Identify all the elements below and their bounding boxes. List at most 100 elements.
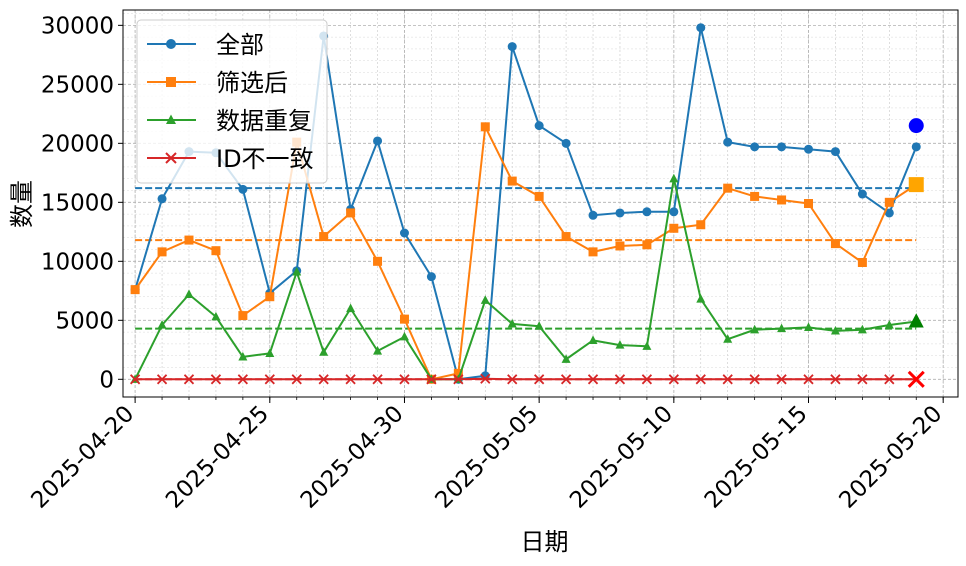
data-point bbox=[615, 241, 625, 251]
data-point bbox=[884, 320, 894, 329]
data-point bbox=[750, 324, 760, 334]
data-point bbox=[238, 351, 248, 361]
data-point bbox=[292, 266, 302, 276]
data-point bbox=[346, 303, 356, 313]
data-point bbox=[561, 138, 571, 148]
data-point bbox=[588, 247, 598, 257]
data-point bbox=[561, 232, 571, 242]
data-point bbox=[749, 374, 760, 385]
data-point bbox=[265, 292, 275, 302]
data-point bbox=[668, 374, 679, 385]
data-point bbox=[373, 346, 383, 355]
x-tick-label: 2025-04-20 bbox=[26, 401, 139, 514]
data-point bbox=[210, 374, 222, 385]
data-point bbox=[884, 208, 894, 218]
data-point bbox=[264, 374, 275, 385]
data-point bbox=[265, 348, 275, 357]
data-point bbox=[534, 374, 545, 385]
data-point bbox=[857, 324, 867, 334]
data-point bbox=[641, 374, 653, 385]
data-point bbox=[615, 208, 625, 218]
data-point bbox=[803, 374, 814, 385]
legend-marker bbox=[166, 39, 176, 49]
legend-label: ID不一致 bbox=[216, 145, 314, 173]
series bbox=[130, 122, 921, 384]
data-point bbox=[345, 374, 356, 385]
data-point bbox=[911, 142, 921, 152]
legend-marker bbox=[166, 77, 176, 87]
data-point bbox=[776, 374, 787, 385]
grid bbox=[123, 10, 958, 397]
data-point bbox=[373, 136, 383, 146]
data-point bbox=[804, 322, 814, 331]
data-point bbox=[399, 228, 409, 238]
last-point-markers bbox=[907, 118, 925, 388]
series bbox=[130, 173, 921, 383]
x-tick-label: 2025-05-15 bbox=[700, 401, 813, 514]
data-point bbox=[857, 189, 867, 199]
data-point bbox=[777, 195, 787, 205]
last-point-marker bbox=[908, 118, 924, 134]
y-tick-label: 15000 bbox=[41, 190, 114, 216]
legend-box bbox=[136, 19, 328, 184]
y-axis-ticks: 0 5000 10000 15000 20000 25000 30000 bbox=[41, 13, 123, 393]
data-point bbox=[534, 191, 544, 201]
plot-area-frame bbox=[122, 9, 959, 398]
series-lines bbox=[129, 23, 922, 385]
x-axis-label: 日期 bbox=[521, 528, 569, 556]
data-point bbox=[184, 235, 194, 245]
data-point bbox=[614, 374, 626, 385]
x-tick-label: 2025-04-30 bbox=[296, 401, 409, 514]
data-point bbox=[884, 197, 894, 207]
data-point bbox=[238, 311, 248, 321]
legend-marker bbox=[166, 114, 176, 124]
data-point bbox=[696, 23, 706, 33]
data-point bbox=[399, 314, 409, 324]
data-point bbox=[777, 323, 787, 333]
x-tick-label: 2025-05-10 bbox=[565, 401, 678, 514]
y-tick-label: 0 bbox=[99, 367, 114, 393]
legend-label: 数据重复 bbox=[216, 107, 312, 135]
data-point bbox=[238, 184, 248, 194]
data-point bbox=[426, 272, 436, 282]
data-point bbox=[399, 374, 410, 385]
series-line bbox=[134, 26, 918, 381]
mean-lines bbox=[135, 187, 917, 381]
data-point bbox=[480, 373, 491, 384]
data-point bbox=[130, 285, 140, 295]
y-tick-label: 5000 bbox=[55, 308, 114, 334]
data-point bbox=[157, 194, 167, 204]
y-tick-label: 25000 bbox=[41, 72, 114, 98]
last-point-marker bbox=[908, 313, 924, 328]
data-point bbox=[642, 240, 652, 250]
data-point bbox=[830, 239, 840, 249]
data-point bbox=[857, 257, 867, 267]
data-point bbox=[346, 208, 356, 218]
data-point bbox=[560, 374, 572, 385]
data-point bbox=[750, 191, 760, 201]
data-point bbox=[399, 331, 409, 341]
series-line bbox=[134, 177, 917, 381]
data-point bbox=[319, 347, 329, 356]
data-point bbox=[884, 374, 895, 385]
data-point bbox=[507, 374, 518, 385]
y-tick-label: 20000 bbox=[41, 131, 114, 157]
data-point bbox=[453, 374, 464, 385]
data-point bbox=[507, 318, 517, 328]
legend-label: 筛选后 bbox=[216, 69, 288, 97]
data-point bbox=[426, 374, 437, 385]
y-axis-label: 数量 bbox=[8, 180, 36, 228]
data-point bbox=[183, 374, 195, 385]
data-point bbox=[211, 311, 221, 321]
data-point bbox=[211, 246, 221, 256]
data-point bbox=[237, 374, 248, 385]
series bbox=[129, 373, 922, 385]
x-tick-label: 2025-04-25 bbox=[161, 401, 274, 514]
series-line bbox=[135, 377, 917, 381]
data-point bbox=[830, 325, 840, 335]
data-point bbox=[722, 374, 733, 385]
data-point bbox=[669, 173, 679, 183]
data-point bbox=[319, 232, 329, 242]
